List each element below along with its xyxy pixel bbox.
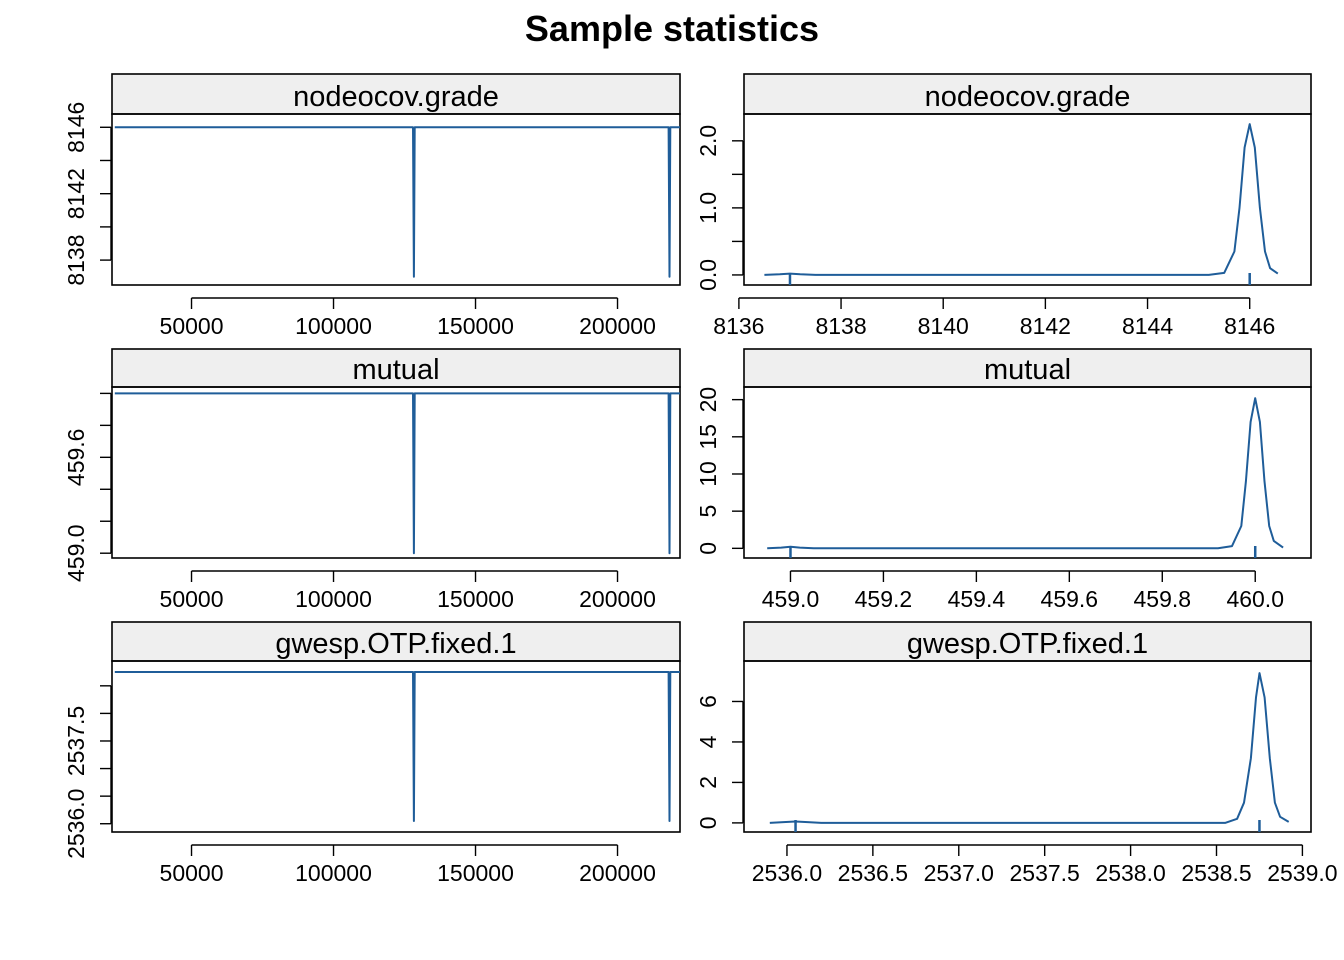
y-tick-label: 8146 <box>63 102 89 153</box>
panel-density-mutual: mutual 459.0 459.2 459.4 459.6 459.8 460.0 0 5 10… <box>695 348 1312 612</box>
panel-strip <box>111 621 681 662</box>
y-tick-label: 8138 <box>63 235 89 286</box>
panel-strip <box>111 348 681 388</box>
panel-strip <box>111 73 681 115</box>
y-tick-label: 1.0 <box>695 192 721 224</box>
panel-trace-mutual: mutual 50000 100000 150000 200000 459.0 459.6 <box>63 348 681 612</box>
panel-strip <box>743 73 1312 115</box>
x-tick-label: 150000 <box>437 586 514 612</box>
x-tick-label: 459.0 <box>762 586 820 612</box>
x-tick-label: 2538.0 <box>1095 860 1165 886</box>
x-tick-label: 8136 <box>713 313 764 339</box>
x-tick-label: 460.0 <box>1226 586 1284 612</box>
panel-strip-title: gwesp.OTP.fixed.1 <box>275 628 516 660</box>
x-tick-label: 150000 <box>437 860 514 886</box>
y-tick-label: 2.0 <box>695 125 721 157</box>
x-tick-label: 50000 <box>160 860 224 886</box>
page-title: Sample statistics <box>524 8 820 49</box>
panel-strip <box>743 348 1312 388</box>
x-tick-label: 2536.0 <box>752 860 822 886</box>
x-tick-label: 2536.5 <box>838 860 908 886</box>
panel-strip-title: gwesp.OTP.fixed.1 <box>907 628 1148 660</box>
y-tick-label: 2536.0 <box>63 789 89 859</box>
panel-strip-title: mutual <box>352 354 439 386</box>
panel-density-gwesp.OTP.fixed.1: gwesp.OTP.fixed.1 2536.0 2536.5 2537.0 2537.… <box>695 621 1338 886</box>
y-tick-label: 0.0 <box>695 259 721 291</box>
series-line <box>114 392 680 555</box>
y-tick-label: 15 <box>695 424 721 450</box>
y-tick-label: 8142 <box>63 168 89 219</box>
y-tick-label: 10 <box>695 461 721 487</box>
x-tick-label: 100000 <box>295 313 372 339</box>
x-tick-label: 459.8 <box>1133 586 1191 612</box>
x-tick-label: 8144 <box>1122 313 1173 339</box>
x-tick-label: 459.2 <box>855 586 913 612</box>
x-tick-label: 2538.5 <box>1181 860 1251 886</box>
series-line <box>769 672 1290 824</box>
x-tick-label: 2537.0 <box>924 860 994 886</box>
panel-trace-nodeocov.grade: nodeocov.grade 50000 100000 150000 200000 813… <box>63 73 681 339</box>
y-tick-label: 4 <box>695 735 721 748</box>
y-tick-label: 2 <box>695 776 721 789</box>
panel-frame <box>111 660 681 833</box>
x-tick-label: 2537.5 <box>1010 860 1080 886</box>
y-tick-label: 2537.5 <box>63 706 89 776</box>
y-tick-label: 20 <box>695 387 721 413</box>
x-tick-label: 8140 <box>918 313 969 339</box>
x-tick-label: 200000 <box>579 860 656 886</box>
x-tick-label: 150000 <box>437 313 514 339</box>
panel-frame <box>743 113 1312 286</box>
series-line <box>114 126 680 278</box>
panel-trace-gwesp.OTP.fixed.1: gwesp.OTP.fixed.1 50000 100000 150000 200000… <box>63 621 681 886</box>
y-tick-label: 6 <box>695 695 721 708</box>
x-tick-label: 8138 <box>815 313 866 339</box>
x-tick-label: 8146 <box>1224 313 1275 339</box>
panel-density-nodeocov.grade: nodeocov.grade 8136 8138 8140 8142 8144 8146 0.… <box>695 73 1312 339</box>
series-line <box>767 397 1284 550</box>
x-tick-label: 100000 <box>295 860 372 886</box>
panel-frame <box>743 386 1312 559</box>
y-tick-label: 0 <box>695 816 721 829</box>
series-line <box>114 671 680 822</box>
panel-strip <box>743 621 1312 662</box>
x-tick-label: 459.4 <box>948 586 1006 612</box>
panel-strip-title: nodeocov.grade <box>925 81 1131 113</box>
panel-frame <box>111 113 681 286</box>
x-tick-label: 100000 <box>295 586 372 612</box>
x-tick-label: 50000 <box>160 313 224 339</box>
y-tick-label: 459.0 <box>63 524 89 582</box>
series-line <box>764 123 1279 276</box>
x-tick-label: 8142 <box>1020 313 1071 339</box>
panel-strip-title: nodeocov.grade <box>293 81 499 113</box>
panel-frame <box>111 386 681 559</box>
x-tick-label: 459.6 <box>1041 586 1099 612</box>
panel-strip-title: mutual <box>984 354 1071 386</box>
y-tick-label: 5 <box>695 505 721 518</box>
x-tick-label: 2539.0 <box>1267 860 1337 886</box>
x-tick-label: 200000 <box>579 586 656 612</box>
y-tick-label: 0 <box>695 542 721 555</box>
panel-frame <box>743 660 1312 833</box>
x-tick-label: 50000 <box>160 586 224 612</box>
y-tick-label: 459.6 <box>63 429 89 487</box>
x-tick-label: 200000 <box>579 313 656 339</box>
